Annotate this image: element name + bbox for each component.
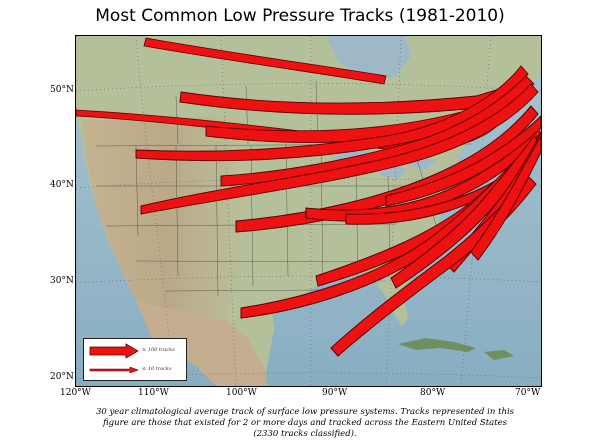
terrain-map: [76, 36, 541, 386]
longitude-label-70w: 70°W: [515, 388, 541, 398]
latitude-label-30n: 30°N: [50, 276, 74, 286]
latitude-label-20n: 20°N: [50, 372, 74, 382]
track-gulf-of-mexico: [330, 175, 537, 357]
track-coastal-offshore: [470, 135, 541, 261]
map-caption: 30 year climatological average track of …: [95, 407, 515, 439]
thick-track-swatch: [89, 343, 139, 359]
longitude-label-80w: 80°W: [420, 388, 446, 398]
track-southeast: [390, 135, 541, 289]
longitude-label-100w: 100°W: [226, 388, 257, 398]
latitude-label-50n: 50°N: [50, 85, 74, 95]
map-panel: [75, 35, 542, 387]
track-canada-north: [143, 37, 387, 85]
map-legend: ≥ 100 tracks ≤ 10 tracks: [83, 338, 187, 381]
legend-item-thin: ≤ 10 tracks: [84, 362, 186, 378]
hispaniola: [484, 350, 514, 360]
latitude-label-40n: 40°N: [50, 180, 74, 190]
legend-label-thick: ≥ 100 tracks: [142, 347, 175, 353]
track-rockies-long: [140, 83, 539, 215]
map-title: Most Common Low Pressure Tracks (1981-20…: [95, 6, 505, 26]
storm-tracks: [76, 37, 541, 357]
legend-label-thin: ≤ 10 tracks: [142, 366, 172, 372]
longitude-label-120w: 120°W: [60, 388, 91, 398]
western-mountains: [82, 116, 251, 346]
thin-track-swatch: [89, 366, 139, 374]
longitude-label-90w: 90°W: [322, 388, 348, 398]
hudson-bay: [326, 36, 411, 81]
track-mid-atlantic: [385, 115, 541, 207]
track-montana: [135, 65, 529, 162]
longitude-label-110w: 110°W: [138, 388, 169, 398]
cuba: [398, 338, 476, 352]
legend-item-thick: ≥ 100 tracks: [84, 343, 186, 359]
